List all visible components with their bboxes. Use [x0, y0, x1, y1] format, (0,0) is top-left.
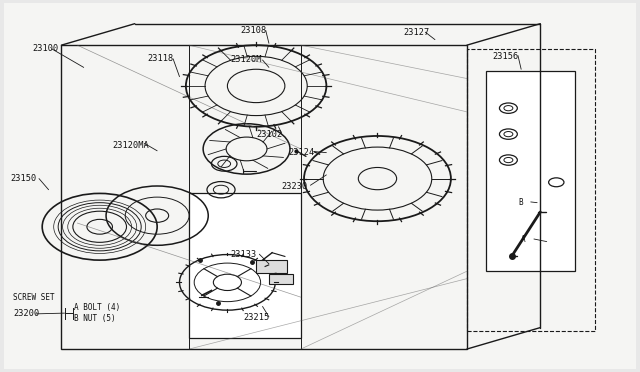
Text: SCREW SET: SCREW SET	[13, 294, 55, 302]
Bar	[269, 274, 293, 284]
Text: 23108: 23108	[240, 26, 266, 35]
Bar	[486, 71, 575, 271]
Text: A BOLT (4): A BOLT (4)	[74, 303, 120, 312]
Text: 23200: 23200	[13, 310, 40, 318]
Text: 23120MA: 23120MA	[113, 141, 149, 150]
Bar	[189, 193, 301, 338]
Text: 23133: 23133	[230, 250, 257, 259]
Text: 23100: 23100	[33, 44, 59, 53]
Text: 23120M: 23120M	[230, 55, 262, 64]
Text: 23102: 23102	[256, 129, 282, 139]
Text: A: A	[521, 235, 526, 244]
Text: B NUT (5): B NUT (5)	[74, 314, 116, 323]
Bar	[61, 45, 467, 349]
Text: 23150: 23150	[10, 174, 36, 183]
Text: 23118: 23118	[148, 54, 174, 62]
Bar	[467, 49, 595, 331]
Text: 23127: 23127	[403, 28, 429, 37]
Text: B: B	[518, 198, 523, 207]
Text: 23215: 23215	[243, 313, 269, 322]
Text: 23124: 23124	[288, 148, 314, 157]
Text: 23230: 23230	[282, 182, 308, 190]
Bar	[256, 260, 287, 273]
Text: 23156: 23156	[492, 52, 518, 61]
